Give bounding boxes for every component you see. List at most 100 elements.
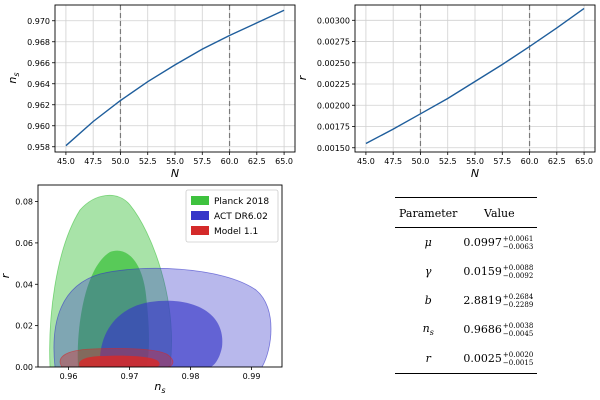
parameter-table: Parameter Value μ 0.0997 +0.0061 −0.0063 γ 0.… [395,197,538,374]
tick-label-x: 62.5 [248,157,266,166]
param-central-value: 2.8819 [463,293,502,307]
param-errors: +0.0061 −0.0063 [503,235,533,251]
param-errors: +0.0020 −0.0015 [503,351,533,367]
table-row: ns 0.9686 +0.0038 −0.0045 [395,315,537,344]
plot-frame [37,184,283,368]
tick-label-y: 0.00300 [317,16,350,25]
legend: Planck 2018 ACT DR6.02 Model 1.1 [185,189,279,243]
param-central-value: 0.0159 [463,264,502,278]
table-row: r 0.0025 +0.0020 −0.0015 [395,344,538,374]
param-errors: +0.0088 −0.0092 [503,264,533,280]
tick-label-y: 0.968 [27,38,50,47]
contour-regions [49,194,272,367]
tick-label-x: 50.0 [112,157,130,166]
tick-label-y: 0.00150 [317,144,350,153]
tick-label-x: 65.0 [575,157,593,166]
param-central-value: 0.0997 [463,235,502,249]
series-line [365,7,585,145]
param-upper-error: +0.0020 [502,350,534,359]
tick-label-x: 0.96 [60,372,78,381]
param-errors: +0.0038 −0.0045 [503,322,533,338]
param-value: 0.0025 +0.0020 −0.0015 [461,344,537,374]
tick-label-x: 47.5 [84,157,102,166]
tick-label-y: 0.00250 [317,59,350,68]
tick-label-y: 0.00275 [317,38,350,47]
tick-label-x: 57.5 [493,157,511,166]
param-lower-error: −0.0045 [502,329,534,338]
table-header-parameter: Parameter [399,207,458,220]
tick-label-y: 0.00175 [317,123,350,132]
tick-label-x: 45.0 [357,157,375,166]
tick-label-y: 0.04 [15,280,33,289]
param-upper-error: +0.0038 [502,321,534,330]
tick-label-x: 55.0 [166,157,184,166]
tick-label-y: 0.00 [15,363,33,372]
contour-model-11-inner [79,355,160,367]
table-body: μ 0.0997 +0.0061 −0.0063 γ 0.0159 +0.0088 −0.00… [395,228,538,374]
param-name: γ [424,265,432,278]
tick-label-y: 0.06 [15,239,33,248]
tick-label-y: 0.964 [27,80,50,89]
param-lower-error: −0.0063 [502,242,534,251]
tick-label-y: 0.970 [27,17,50,26]
tick-label-x: 52.5 [139,157,157,166]
y-axis-label: r [0,272,12,278]
table-row: b 2.8819 +0.2684 −0.2289 [395,286,537,315]
tick-label-x: 60.0 [221,157,239,166]
table-row: μ 0.0997 +0.0061 −0.0063 [395,228,537,258]
legend-label: Model 1.1 [214,227,258,237]
contour-panel: 0.96 0.97 0.98 0.99 0.00 0.02 0.04 0.06 0.08 ns r P… [0,184,283,395]
tick-label-x: 0.99 [243,372,261,381]
legend-swatch [191,211,209,220]
tick-label-x: 0.97 [121,372,139,381]
line-panel-1: 45.0 47.5 50.0 52.5 55.0 57.5 60.0 62.5 65.0 0.95… [6,4,296,180]
contour-act-dr602-inner [99,300,223,367]
param-central-value: 0.0025 [463,351,502,365]
x-axis-label: ns [154,380,165,395]
param-upper-error: +0.0088 [502,263,534,272]
tick-label-x: 55.0 [466,157,484,166]
tick-label-x: 47.5 [384,157,402,166]
tick-label-x: 60.0 [521,157,539,166]
param-lower-error: −0.2289 [502,300,534,309]
tick-label-x: 52.5 [439,157,457,166]
param-name: r [425,352,431,365]
y-axis-label: ns [6,72,21,83]
tick-label-y: 0.962 [27,101,50,110]
param-value: 0.9686 +0.0038 −0.0045 [461,315,537,344]
legend-swatch [191,226,209,235]
tick-label-y: 0.00225 [317,80,350,89]
legend-swatch [191,196,209,205]
param-value: 2.8819 +0.2684 −0.2289 [461,286,537,315]
tick-label-x: 57.5 [193,157,211,166]
param-lower-error: −0.0015 [502,358,534,367]
param-central-value: 0.9686 [463,322,502,336]
tick-label-x: 62.5 [548,157,566,166]
y-axis-label: r [296,74,309,80]
tick-label-x: 0.98 [182,372,200,381]
tick-label-x: 50.0 [412,157,430,166]
param-value: 0.0997 +0.0061 −0.0063 [461,228,537,258]
tick-label-y: 0.960 [27,122,50,131]
param-name: ns [422,321,434,338]
tick-label-y: 0.08 [15,198,33,207]
tick-label-x: 45.0 [57,157,75,166]
x-axis-label: N [471,167,479,180]
tick-label-y: 0.00200 [317,101,350,110]
tick-label-y: 0.02 [15,322,33,331]
series-line [65,9,285,147]
legend-label: Planck 2018 [214,197,269,207]
table-header-value: Value [484,207,515,220]
param-value: 0.0159 +0.0088 −0.0092 [461,257,537,286]
tick-label-x: 65.0 [275,157,293,166]
legend-label: ACT DR6.02 [214,212,268,222]
param-upper-error: +0.0061 [502,234,534,243]
line-panel-2: 45.0 47.5 50.0 52.5 55.0 57.5 60.0 62.5 65.0 0.00… [296,4,596,180]
tick-label-y: 0.966 [27,59,50,68]
tick-label-y: 0.958 [27,143,50,152]
table-row: γ 0.0159 +0.0088 −0.0092 [395,257,537,286]
param-errors: +0.2684 −0.2289 [503,293,533,309]
x-axis-label: N [171,167,179,180]
param-name: b [424,294,432,307]
